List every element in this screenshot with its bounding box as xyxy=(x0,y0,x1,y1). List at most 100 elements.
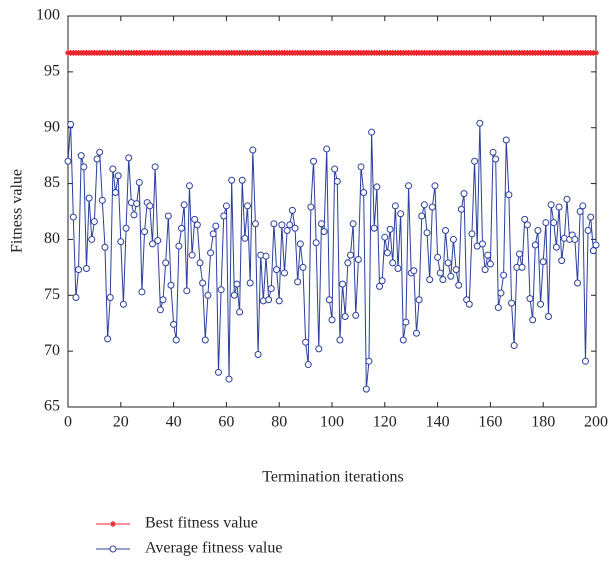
x-tick-label: 200 xyxy=(584,414,608,431)
point xyxy=(154,237,162,245)
point xyxy=(434,253,442,261)
point xyxy=(114,172,122,180)
point xyxy=(141,228,149,236)
point xyxy=(336,336,344,344)
point xyxy=(587,213,595,221)
y-tick-label: 90 xyxy=(44,118,60,135)
point xyxy=(265,296,273,304)
point xyxy=(278,221,286,229)
point xyxy=(426,276,434,284)
point xyxy=(412,329,420,337)
point xyxy=(151,163,159,171)
point xyxy=(531,241,539,249)
point xyxy=(397,210,405,218)
point xyxy=(156,306,164,314)
point xyxy=(431,182,439,190)
point xyxy=(500,271,508,279)
point xyxy=(465,300,473,308)
point xyxy=(381,233,389,241)
point xyxy=(447,272,455,280)
point xyxy=(228,176,236,184)
point xyxy=(537,300,545,308)
point xyxy=(220,212,228,220)
point xyxy=(299,263,307,271)
point xyxy=(159,296,167,304)
point xyxy=(225,375,233,383)
point xyxy=(352,311,360,319)
point xyxy=(523,221,531,229)
point xyxy=(579,202,587,210)
point xyxy=(383,249,391,257)
y-tick-label: 70 xyxy=(44,342,60,359)
point xyxy=(96,148,104,156)
point xyxy=(592,241,600,249)
point xyxy=(304,361,312,369)
point xyxy=(80,163,88,171)
point xyxy=(455,281,463,289)
y-tick-label: 75 xyxy=(44,286,60,303)
point xyxy=(72,294,80,302)
point xyxy=(489,148,497,156)
point xyxy=(93,155,101,163)
point xyxy=(328,316,336,324)
point xyxy=(175,242,183,250)
point xyxy=(368,128,376,136)
point xyxy=(529,316,537,324)
point xyxy=(122,224,130,232)
point xyxy=(98,196,106,204)
point xyxy=(360,189,368,197)
point xyxy=(75,266,83,274)
point xyxy=(420,201,428,209)
point xyxy=(199,279,207,287)
point xyxy=(505,191,513,199)
x-tick-label: 60 xyxy=(218,414,234,431)
y-tick-label: 95 xyxy=(44,63,60,80)
x-tick-label: 140 xyxy=(426,414,450,431)
point xyxy=(415,296,423,304)
point xyxy=(552,243,560,251)
point xyxy=(217,286,225,294)
point xyxy=(510,342,518,350)
point xyxy=(191,215,199,223)
point xyxy=(188,251,196,259)
x-tick-label: 100 xyxy=(320,414,344,431)
point xyxy=(135,178,143,186)
point xyxy=(296,240,304,248)
point xyxy=(481,266,489,274)
point xyxy=(418,212,426,220)
point xyxy=(317,220,325,228)
point xyxy=(571,235,579,243)
point xyxy=(502,136,510,144)
point xyxy=(544,313,552,321)
point xyxy=(246,279,254,287)
x-tick-label: 20 xyxy=(113,414,129,431)
point xyxy=(593,49,599,56)
point xyxy=(344,259,352,267)
point xyxy=(162,259,170,267)
point xyxy=(254,350,262,358)
point xyxy=(291,224,299,232)
point xyxy=(106,294,114,302)
point xyxy=(77,152,85,160)
point xyxy=(82,264,90,272)
point xyxy=(69,213,77,221)
x-tick-label: 40 xyxy=(166,414,182,431)
point xyxy=(117,238,125,246)
point xyxy=(288,206,296,214)
point xyxy=(331,165,339,173)
point xyxy=(294,278,302,286)
point xyxy=(370,224,378,232)
point xyxy=(310,157,318,165)
point xyxy=(320,228,328,236)
point xyxy=(584,226,592,234)
point xyxy=(399,336,407,344)
legend-marker xyxy=(109,545,117,553)
point xyxy=(204,291,212,299)
point xyxy=(164,212,172,220)
point xyxy=(471,157,479,165)
point xyxy=(249,146,257,154)
point xyxy=(130,211,138,219)
point xyxy=(376,282,384,290)
point xyxy=(170,320,178,328)
